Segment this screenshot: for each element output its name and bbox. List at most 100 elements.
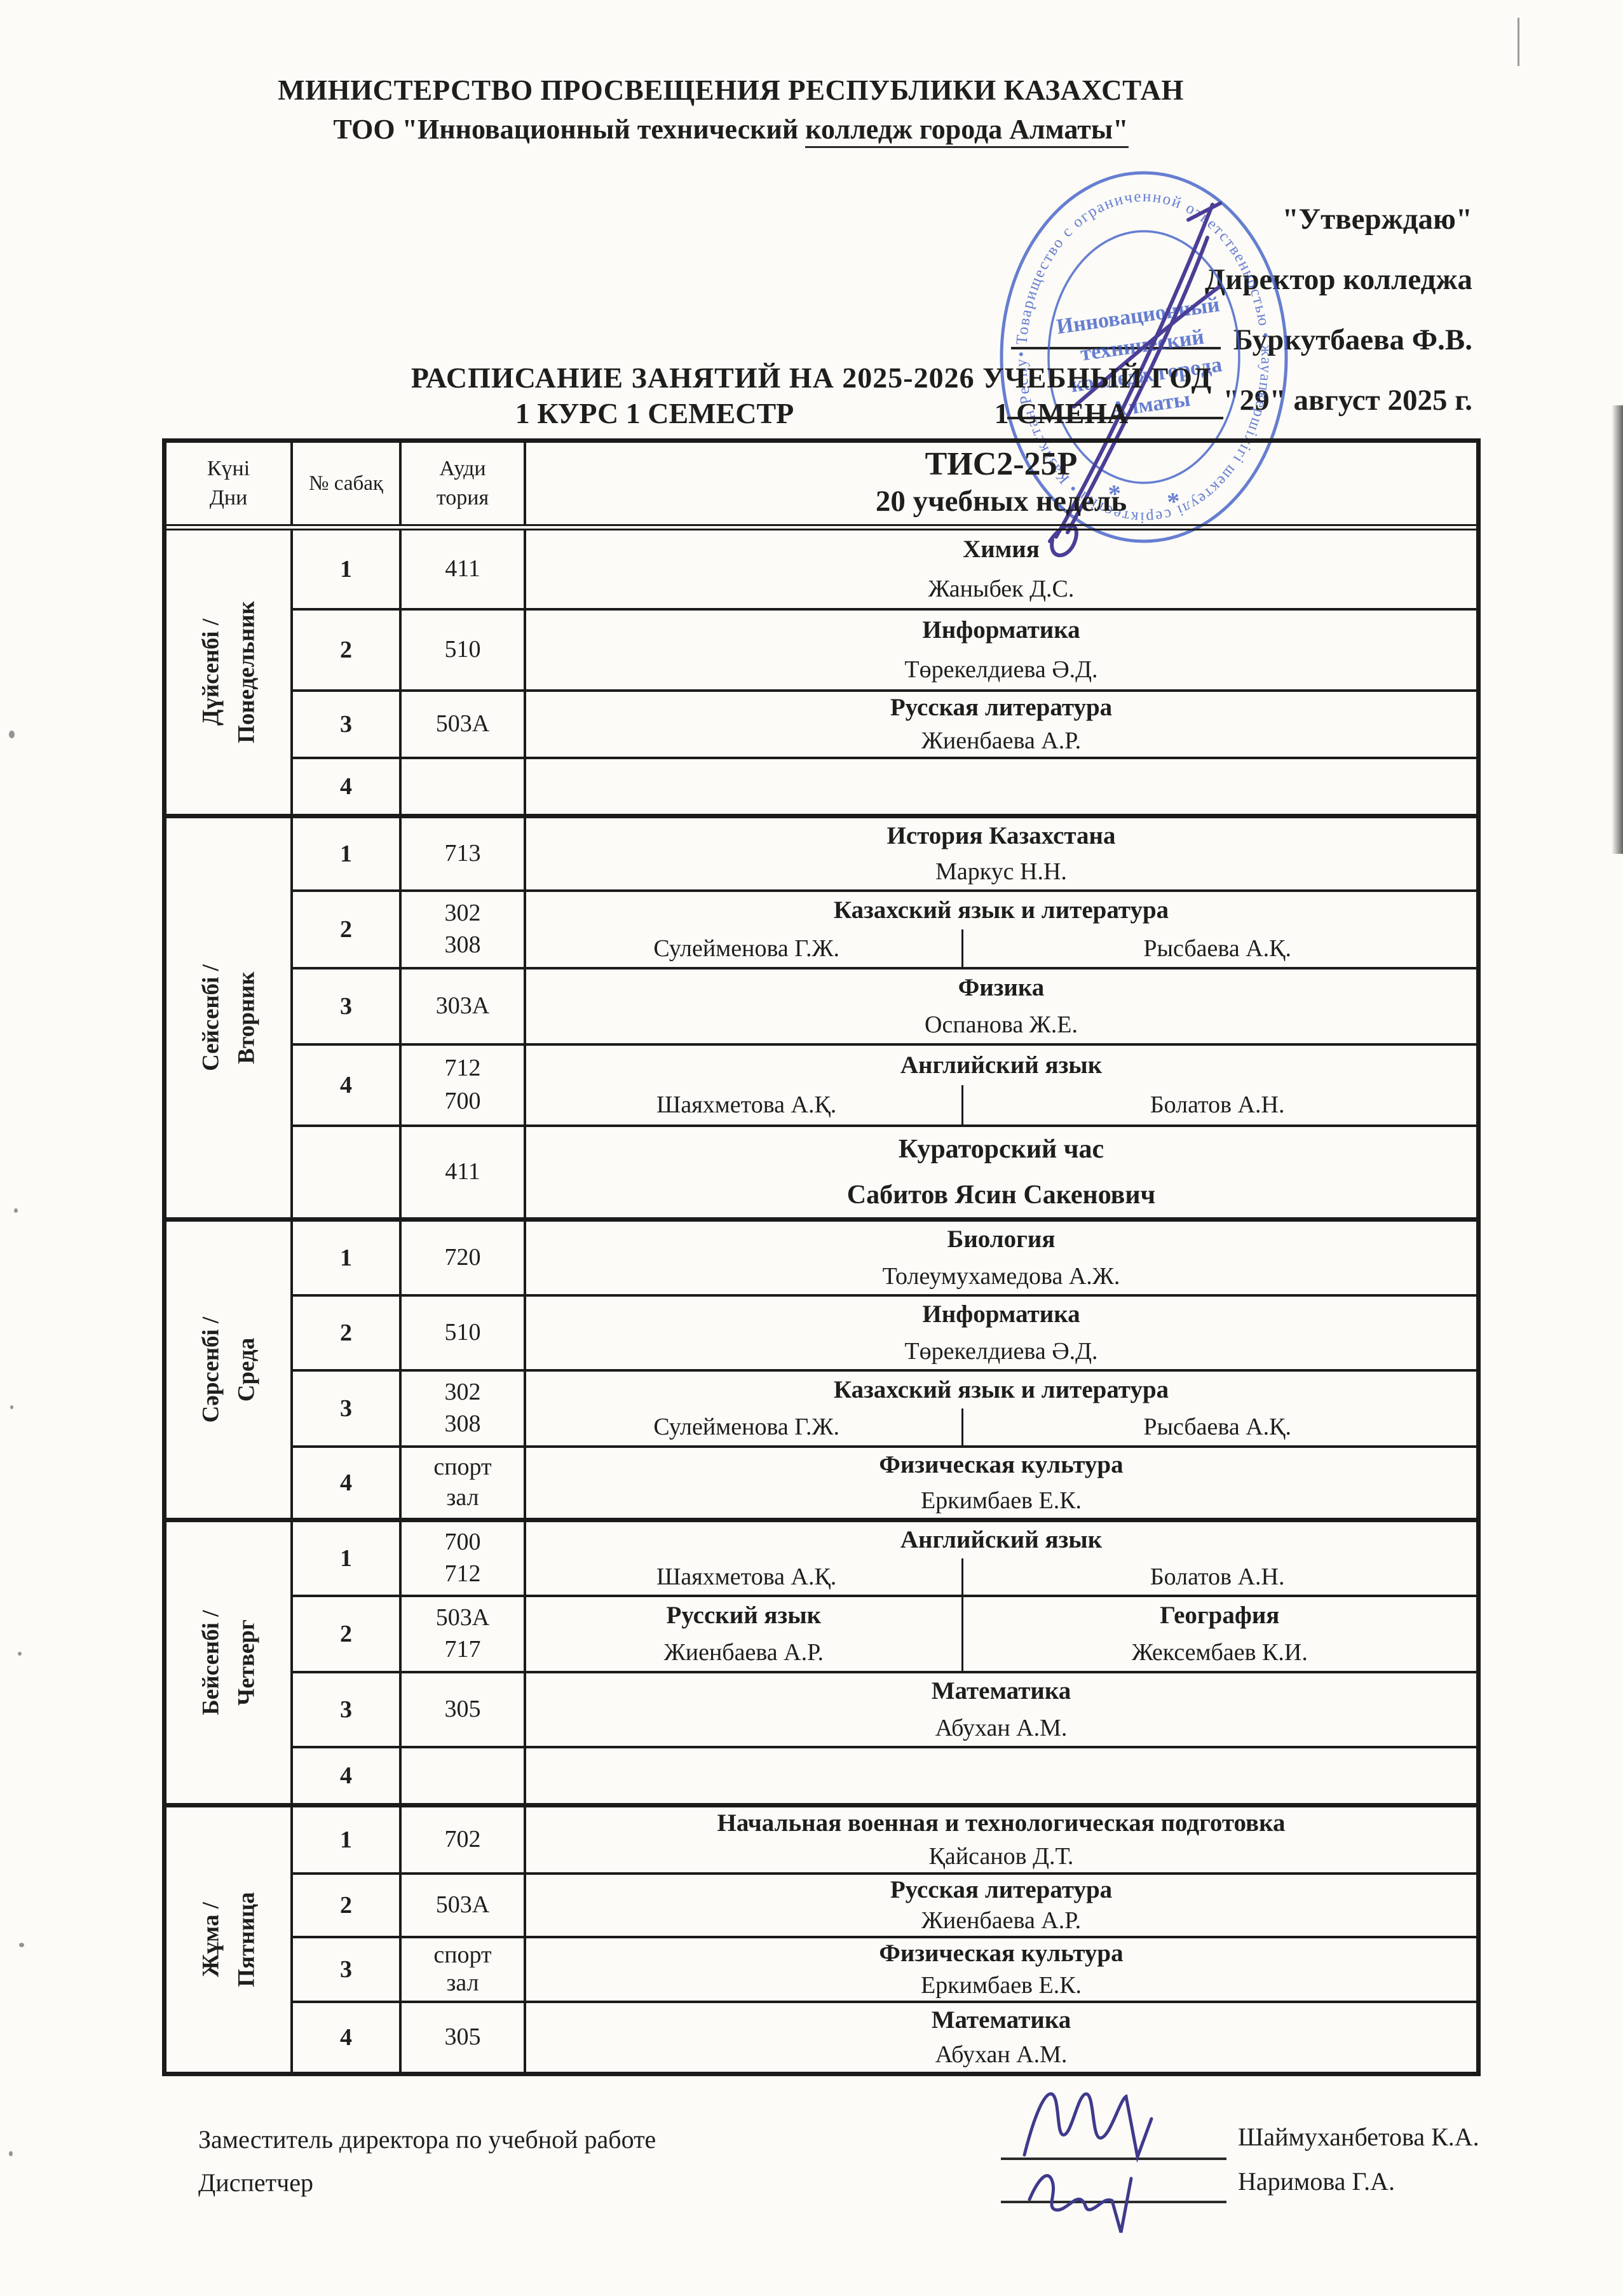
dispatcher-name: Наримова Г.А. [1238, 2167, 1395, 2196]
day-label: Дүйсенбі / Понедельник [193, 601, 264, 743]
header-day-kk: Күні [207, 457, 250, 481]
schedule-body: Дүйсенбі / Понедельник 1 411 Химия Жаныбек Д.… [166, 530, 1476, 2072]
teacher-label: Сабитов Ясин Сакенович [846, 1180, 1156, 1210]
teacher-label-right: Рысбаева А.Қ. [1143, 935, 1291, 962]
subject-label: Английский язык [900, 1526, 1103, 1554]
room-cell: 305 [402, 2003, 526, 2072]
subject-label: Казахский язык и литература [833, 1375, 1169, 1403]
room-cell: 411 [402, 530, 526, 608]
room-number: 305 [444, 1696, 481, 1723]
lesson-cell: Физическая культура Еркимбаев Е.К. [526, 1938, 1476, 2001]
lesson-cell: Русская литература Жиенбаева А.Р. [526, 692, 1476, 757]
teacher-label: Жиенбаева А.Р. [663, 1639, 824, 1666]
lesson-cell: Физическая культура Еркимбаев Е.К. [526, 1448, 1476, 1518]
day-name-ru: Вторник [233, 971, 259, 1064]
course-semester-label: 1 КУРС 1 СЕМЕСТР [515, 397, 794, 429]
table-row: 2 302 308 Казахский язык и литература Сулейм… [293, 892, 1476, 969]
day-label: Сәрсенбі / Среда [193, 1317, 264, 1423]
teacher-label: Жексембаев К.И. [1131, 1639, 1308, 1666]
group-name: ТИС2-25Р [925, 445, 1078, 482]
table-row: 3 302 308 Казахский язык и литература Сулейм… [293, 1372, 1476, 1448]
lesson-cell: Русский язык Жиенбаева А.Р. География Жексе… [526, 1597, 1476, 1671]
room-cell [402, 1748, 526, 1803]
teacher-label: Маркус Н.Н. [935, 858, 1067, 885]
lesson-number-cell: 2 [293, 1597, 402, 1671]
header-group-cell: ТИС2-25Р 20 учебных недель [526, 443, 1476, 524]
table-row: 1 720 Биология Толеумухамедова А.Ж. [293, 1222, 1476, 1297]
ministry-heading: МИНИСТЕРСТВО ПРОСВЕЩЕНИЯ РЕСПУБЛИКИ КАЗА… [278, 74, 1184, 106]
scan-speck [18, 1652, 22, 1656]
teacher-split-row: Шаяхметова А.Қ. Болатов А.Н. [531, 1558, 1471, 1595]
lesson-number-cell: 2 [293, 1875, 402, 1936]
header-room-line1: Ауди [439, 457, 486, 481]
lesson-half-right: География Жексембаев К.И. [963, 1597, 1476, 1671]
teacher-label: Оспанова Ж.Е. [925, 1011, 1078, 1038]
day-label: Жұма / Пятница [193, 1892, 264, 1987]
subject-label: Английский язык [900, 1051, 1103, 1079]
scan-speck [9, 2151, 13, 2156]
lesson-number-cell: 3 [293, 1938, 402, 2001]
table-row: 4 [293, 1748, 1476, 1803]
header-room-line2: тория [436, 486, 489, 510]
day-block: Сейсенбі / Вторник 1 713 История Казахстана М… [166, 814, 1476, 1217]
room-number: 503А [435, 1891, 490, 1919]
table-row: 3 503А Русская литература Жиенбаева А.Р. [293, 692, 1476, 759]
room-cell: 510 [402, 611, 526, 689]
room-number: 717 [444, 1636, 481, 1663]
college-heading: ТОО "Инновационный технический колледж г… [0, 113, 1462, 148]
lesson-cell: Химия Жаныбек Д.С. [526, 530, 1476, 608]
table-row: 1 713 История Казахстана Маркус Н.Н. [293, 818, 1476, 892]
lesson-cell: Казахский язык и литература Сулейменова Г… [526, 892, 1476, 967]
lesson-number-cell: 4 [293, 1748, 402, 1803]
lesson-cell: Физика Оспанова Ж.Е. [526, 969, 1476, 1043]
subject-label: Казахский язык и литература [833, 896, 1169, 924]
schedule-header-row: Күні Дни № сабақ Ауди тория ТИС2-25Р 20 … [166, 443, 1476, 530]
table-row: 4 [293, 759, 1476, 814]
subject-label: Кураторский час [898, 1135, 1104, 1165]
room-cell: спорт зал [402, 1448, 526, 1518]
day-name-kk: Жұма / [198, 1901, 224, 1978]
lesson-number-cell: 2 [293, 611, 402, 689]
day-name-kk: Дүйсенбі / [198, 618, 224, 726]
table-row: 3 спорт зал Физическая культура Еркимбаев Е.… [293, 1938, 1476, 2003]
director-signature-baseline [1007, 417, 1223, 419]
room-number: 305 [444, 2023, 481, 2051]
day-cell: Сәрсенбі / Среда [166, 1222, 293, 1518]
day-cell: Дүйсенбі / Понедельник [166, 530, 293, 814]
day-cell: Сейсенбі / Вторник [166, 818, 293, 1217]
table-row: 1 700 712 Английский язык Шаяхметова А.Қ. Бол… [293, 1522, 1476, 1597]
table-row: 4 305 Математика Абухан А.М. [293, 2003, 1476, 2072]
day-block: Жұма / Пятница 1 702 Начальная военная и тех… [166, 1803, 1476, 2072]
room-cell: спорт зал [402, 1938, 526, 2001]
room-cell: 720 [402, 1222, 526, 1294]
lesson-number-cell: 4 [293, 1046, 402, 1124]
room-number: 712 [444, 1560, 481, 1587]
room-number: 712 [444, 1054, 481, 1081]
lesson-cell: Начальная военная и технологическая подг… [526, 1807, 1476, 1872]
room-cell: 713 [402, 818, 526, 889]
teacher-label: Еркимбаев Е.К. [920, 1487, 1082, 1514]
college-heading-part2: колледж города Алматы" [805, 114, 1129, 148]
room-cell: 503А [402, 1875, 526, 1936]
lesson-cell [526, 1748, 1476, 1803]
header-day-cell: Күні Дни [166, 443, 293, 524]
header-lesson-no-cell: № сабақ [293, 443, 402, 524]
teacher-label: Еркимбаев Е.К. [920, 1971, 1082, 1999]
day-block: Дүйсенбі / Понедельник 1 411 Химия Жаныбек Д.… [166, 530, 1476, 814]
room-number: 302 [444, 899, 481, 926]
teacher-label: Жиенбаева А.Р. [921, 1907, 1082, 1934]
teacher-split-row: Шаяхметова А.Қ. Болатов А.Н. [531, 1085, 1471, 1124]
lesson-cell: Математика Абухан А.М. [526, 2003, 1476, 2072]
room-number: 411 [445, 555, 480, 583]
subject-label: Физическая культура [879, 1940, 1124, 1968]
teacher-label-right: Болатов А.Н. [1150, 1091, 1285, 1118]
day-name-ru: Среда [233, 1337, 259, 1402]
teacher-label-right: Рысбаева А.Қ. [1143, 1414, 1291, 1440]
deputy-director-name: Шаймуханбетова К.А. [1238, 2123, 1479, 2151]
teacher-label: Абухан А.М. [935, 1714, 1068, 1741]
table-row: 2 503А 717 Русский язык Жиенбаева А.Р. Геогра… [293, 1597, 1476, 1673]
footer-signature-line-1 [1001, 2158, 1226, 2160]
subject-label: Русский язык [666, 1601, 822, 1629]
day-name-kk: Сейсенбі / [198, 964, 224, 1071]
table-row: 2 503А Русская литература Жиенбаева А.Р. [293, 1875, 1476, 1938]
